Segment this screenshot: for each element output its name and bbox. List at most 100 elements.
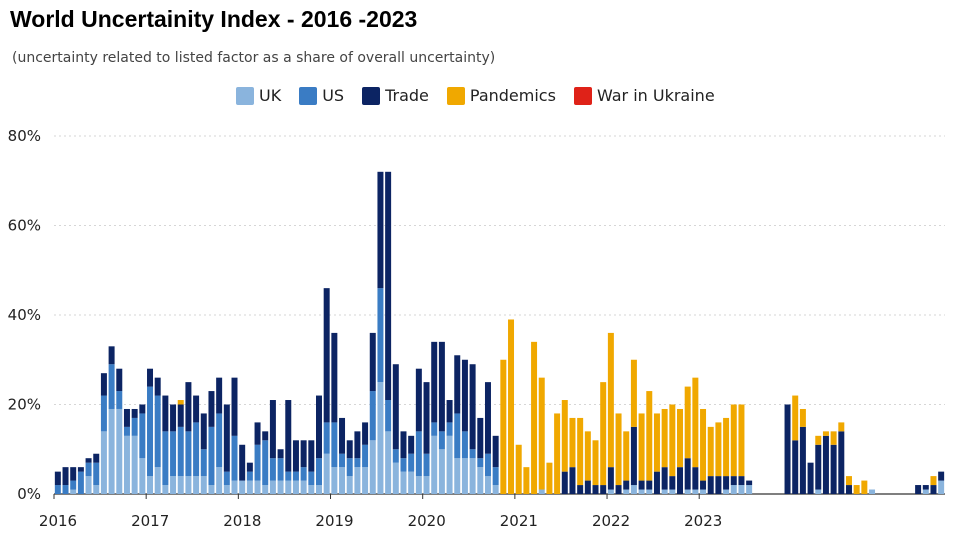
bar-segment-us [316,458,322,486]
bar-segment-pandemics [630,359,637,427]
bar-segment-trade [799,426,806,495]
bar-segment-us [77,471,84,495]
x-tick-label: 2020 [408,512,446,530]
bar-segment-uk [93,485,100,494]
legend-item-war-in-ukraine: War in Ukraine [573,86,715,105]
bar-segment-trade [423,382,430,454]
bar-segment-uk [147,476,154,494]
bar-segment-us [62,485,69,494]
bar-segment-trade [62,467,69,486]
x-tick-label: 2022 [592,512,630,530]
bar-segment-trade [285,400,292,472]
bar-segment-uk [684,489,691,494]
bar-segment-trade [116,368,123,392]
y-tick-label: 40% [8,306,41,324]
bar-segment-us [308,471,315,486]
x-tick-label: 2018 [223,512,261,530]
bar-segment-uk [646,489,653,494]
bar-segment-trade [308,440,315,472]
bar-segment-trade [108,346,115,365]
bar-segment-pandemics [569,417,576,468]
bar-segment-uk [346,476,353,494]
bar-segment-trade [415,368,422,432]
bar-segment-uk [316,485,322,494]
bar-segment-uk [723,489,730,494]
y-tick-label: 20% [8,396,41,414]
bar-segment-trade [400,431,407,459]
bar-segment-pandemics [646,391,653,481]
bar-segment-uk [246,480,253,494]
bar-segment-us [147,386,154,477]
bar-segment-us [162,431,169,486]
bar-segment-pandemics [853,485,860,494]
bar-segment-us [108,364,115,409]
bar-segment-trade [646,480,653,490]
bar-segment-uk [254,480,261,494]
bar-segment-pandemics [830,431,837,445]
bar-segment-trade [93,453,100,463]
bar-segment-uk [815,489,822,494]
legend-label-trade: Trade [385,86,429,105]
bar-segment-trade [77,467,84,472]
bar-segment-uk [692,489,699,494]
bar-segment-us [292,471,299,481]
bar-segment-trade [170,404,177,432]
bar-segment-trade [208,391,215,427]
bar-segment-trade [185,382,192,432]
bar-segment-trade [607,467,614,490]
legend-label-war-in-ukraine: War in Ukraine [596,86,715,105]
bar-segment-trade [569,467,576,494]
bar-segment-uk [85,476,92,494]
legend: UK US Trade Pandemics War in Ukraine [236,86,715,105]
bar-segment-us [170,431,177,477]
bar-segment-uk [408,471,415,495]
bar-segment-trade [154,377,161,396]
bar-segment-trade [592,485,599,494]
bar-segment-us [200,449,207,477]
bar-segment-trade [100,373,107,396]
bar-segment-pandemics [838,422,845,432]
bar-segment-uk [461,458,468,494]
bar-segment-uk [538,489,545,494]
bar-segment-trade [477,417,484,459]
bar-segment-us [154,395,161,468]
bar-segment-trade [623,480,630,490]
bar-segment-uk [700,489,707,494]
bar-segment-pandemics [677,408,683,468]
bar-segment-trade [339,417,346,454]
bar-segment-trade [216,377,223,414]
x-tick-label: 2016 [39,512,77,530]
bar-segment-trade [262,431,269,441]
bar-segment-trade [239,444,246,481]
bar-segment-trade [200,413,207,450]
bar-segment-pandemics [508,319,515,494]
bar-segment-us [193,422,200,477]
bar-segment-us [85,462,92,477]
bar-segment-trade [653,471,660,495]
bar-segment-uk [177,476,184,494]
bar-segment-trade [377,171,384,289]
bar-segment-pandemics [730,404,737,477]
x-tick-label: 2023 [684,512,722,530]
bar-segment-us [438,431,445,450]
bar-segment-pandemics [546,462,553,494]
bar-segment-uk [385,431,392,494]
bar-segment-uk [170,476,177,494]
bar-segment-trade [385,171,392,401]
bar-segment-uk [131,435,138,494]
bar-segment-pandemics [531,341,538,494]
bar-segment-trade [70,467,77,481]
bar-segment-uk [746,485,753,494]
bar-segment-us [377,288,384,383]
bar-segment-pandemics [584,431,591,481]
bar-segment-us [93,462,100,486]
bar-segment-trade [231,377,238,436]
bar-segment-uk [922,489,929,494]
bar-segment-trade [600,485,607,494]
bar-segment-us [454,413,461,459]
y-tick-label: 60% [8,217,41,235]
bar-segment-trade [669,476,676,490]
bar-segment-pandemics [661,408,668,468]
bar-segment-us [477,458,484,468]
